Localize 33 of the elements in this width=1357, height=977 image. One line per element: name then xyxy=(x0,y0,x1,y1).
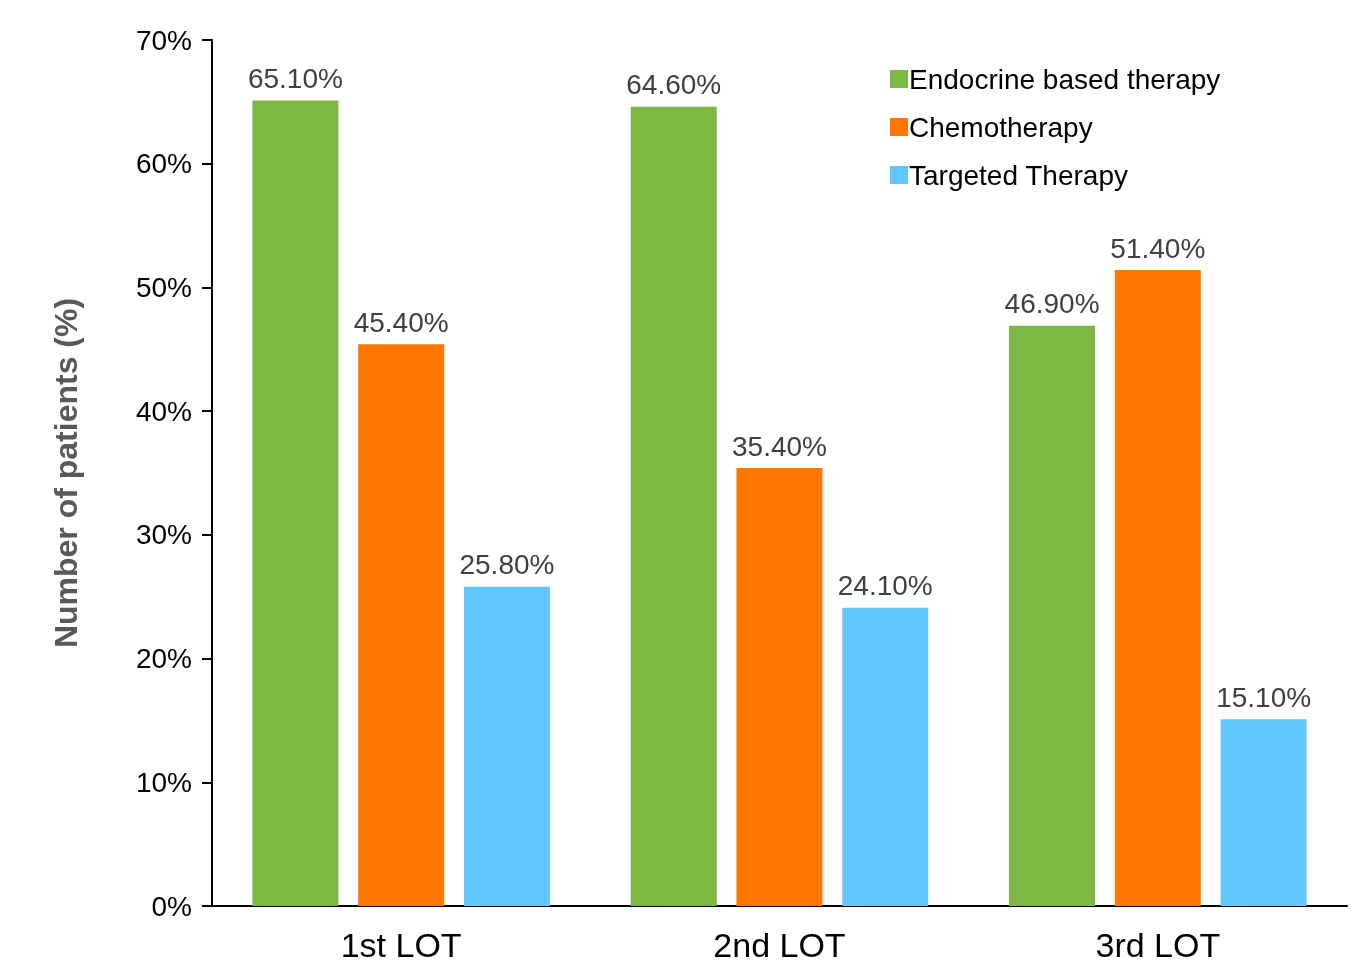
bar xyxy=(252,100,339,906)
data-label: 65.10% xyxy=(247,63,343,95)
legend-label: Endocrine based therapy xyxy=(909,63,1221,95)
bar xyxy=(1220,719,1307,906)
legend-label: Targeted Therapy xyxy=(909,159,1128,191)
x-tick-label: 3rd LOT xyxy=(1095,926,1221,964)
data-label: 15.10% xyxy=(1216,681,1312,713)
y-tick-label: 60% xyxy=(135,148,192,180)
bar xyxy=(630,106,717,906)
bar xyxy=(1009,325,1096,906)
bar xyxy=(736,468,823,906)
x-tick-label: 2nd LOT xyxy=(713,926,846,964)
data-label: 45.40% xyxy=(353,306,449,338)
bar xyxy=(842,607,929,906)
bar xyxy=(358,344,445,906)
x-tick-label: 1st LOT xyxy=(340,926,462,964)
y-axis-title: Number of patients (%) xyxy=(48,297,84,649)
data-label: 51.40% xyxy=(1110,232,1206,264)
data-label: 24.10% xyxy=(837,570,933,602)
y-tick-label: 10% xyxy=(135,766,192,798)
y-tick-label: 50% xyxy=(135,271,192,303)
bar xyxy=(463,586,550,906)
legend-label: Chemotherapy xyxy=(909,111,1093,143)
data-label: 35.40% xyxy=(732,430,827,462)
y-tick-label: 70% xyxy=(135,24,192,56)
bar xyxy=(1114,270,1201,906)
y-tick-label: 40% xyxy=(135,395,192,427)
data-label: 46.90% xyxy=(1004,288,1100,320)
y-tick-label: 20% xyxy=(135,643,192,675)
y-tick-label: 30% xyxy=(135,519,192,551)
y-tick-label: 0% xyxy=(151,890,192,922)
data-label: 25.80% xyxy=(459,549,555,581)
data-label: 64.60% xyxy=(626,69,722,101)
